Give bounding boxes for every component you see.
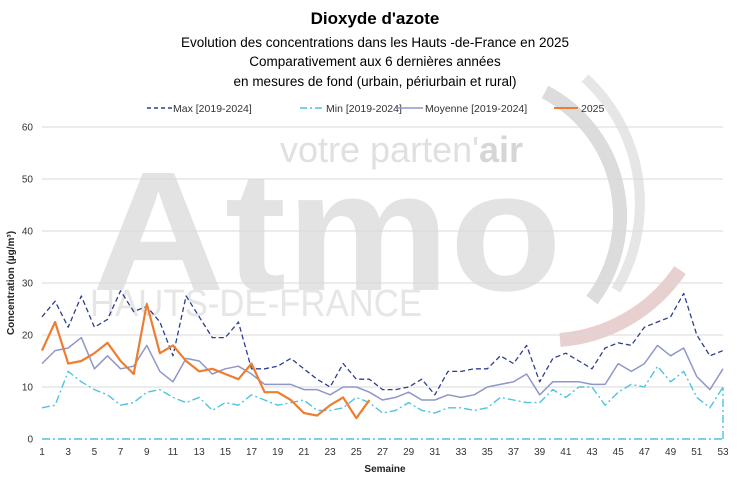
- chart-subtitle-3: en mesures de fond (urbain, périurbain e…: [234, 74, 517, 89]
- x-tick-label: 19: [272, 447, 284, 458]
- x-tick-label: 47: [639, 447, 651, 458]
- legend-label-2025: 2025: [581, 103, 605, 115]
- y-tick-label: 0: [27, 435, 33, 446]
- series-line-0: [41, 290, 724, 396]
- x-tick-label: 39: [534, 447, 546, 458]
- legend-item-mean: Moyenne [2019-2024]: [396, 103, 527, 115]
- legend-item-max: Max [2019-2024]: [147, 103, 252, 115]
- x-tick-label: 7: [118, 447, 124, 458]
- y-tick-label: 10: [22, 383, 34, 394]
- legend-label-mean: Moyenne [2019-2024]: [425, 103, 527, 115]
- watermark-brand: Atmo: [92, 137, 562, 327]
- x-tick-label: 9: [144, 447, 150, 458]
- x-tick-label: 49: [665, 447, 677, 458]
- x-tick-label: 3: [65, 447, 71, 458]
- x-tick-label: 23: [325, 447, 337, 458]
- x-tick-label: 1: [39, 447, 45, 458]
- series-line-1: [41, 365, 724, 414]
- x-tick-label: 13: [194, 447, 206, 458]
- atmo-watermark: votre parten'air Atmo HAUTS-DE-FRANCE: [90, 74, 686, 347]
- x-tick-label: 51: [691, 447, 703, 458]
- gridlines: [42, 126, 724, 440]
- x-tick-label: 33: [456, 447, 468, 458]
- x-axis-ticks: 1 3 5 7 9 11 13 15 17 19 21 23 25 27 29 31 33 35 37 39 41 43 4…: [39, 447, 729, 458]
- y-tick-label: 60: [22, 123, 34, 134]
- x-tick-label: 5: [92, 447, 98, 458]
- watermark-arc-outer: [541, 85, 627, 305]
- y-tick-label: 40: [22, 227, 34, 238]
- x-tick-label: 21: [298, 447, 310, 458]
- x-tick-label: 15: [220, 447, 232, 458]
- legend-label-max: Max [2019-2024]: [173, 103, 252, 115]
- y-axis-ticks: 0 10 20 30 40 50 60: [22, 123, 34, 446]
- x-tick-label: 27: [377, 447, 389, 458]
- watermark-arc-accent: [559, 266, 686, 347]
- legend-item-2025: 2025: [554, 103, 605, 115]
- y-tick-label: 50: [22, 175, 34, 186]
- series-lines: [40, 290, 724, 420]
- watermark-region: HAUTS-DE-FRANCE: [90, 283, 422, 325]
- x-tick-label: 31: [429, 447, 441, 458]
- watermark-tagline: votre parten'air: [280, 129, 523, 170]
- legend-item-min: Min [2019-2024]: [300, 103, 402, 115]
- x-tick-label: 43: [586, 447, 598, 458]
- x-tick-label: 29: [403, 447, 415, 458]
- chart-subtitle-2: Comparativement aux 6 dernières années: [249, 54, 501, 69]
- y-tick-label: 20: [22, 331, 34, 342]
- series-line-3: [40, 302, 371, 420]
- x-tick-label: 17: [246, 447, 258, 458]
- y-tick-label: 30: [22, 279, 34, 290]
- chart-legend: Max [2019-2024] Min [2019-2024] Moyenne …: [147, 103, 605, 115]
- chart-title: Dioxyde d'azote: [311, 9, 440, 28]
- x-tick-label: 53: [717, 447, 729, 458]
- x-tick-label: 37: [508, 447, 520, 458]
- x-axis-label: Semaine: [364, 464, 406, 475]
- series-line-2: [41, 336, 724, 401]
- x-tick-label: 25: [351, 447, 363, 458]
- x-tick-label: 45: [613, 447, 625, 458]
- x-tick-label: 41: [560, 447, 572, 458]
- legend-label-min: Min [2019-2024]: [326, 103, 402, 115]
- x-tick-label: 35: [482, 447, 494, 458]
- y-axis-label: Concentration (µg/m³): [6, 231, 17, 335]
- chart-subtitle-1: Evolution des concentrations dans les Ha…: [181, 35, 569, 50]
- x-tick-label: 11: [168, 447, 179, 458]
